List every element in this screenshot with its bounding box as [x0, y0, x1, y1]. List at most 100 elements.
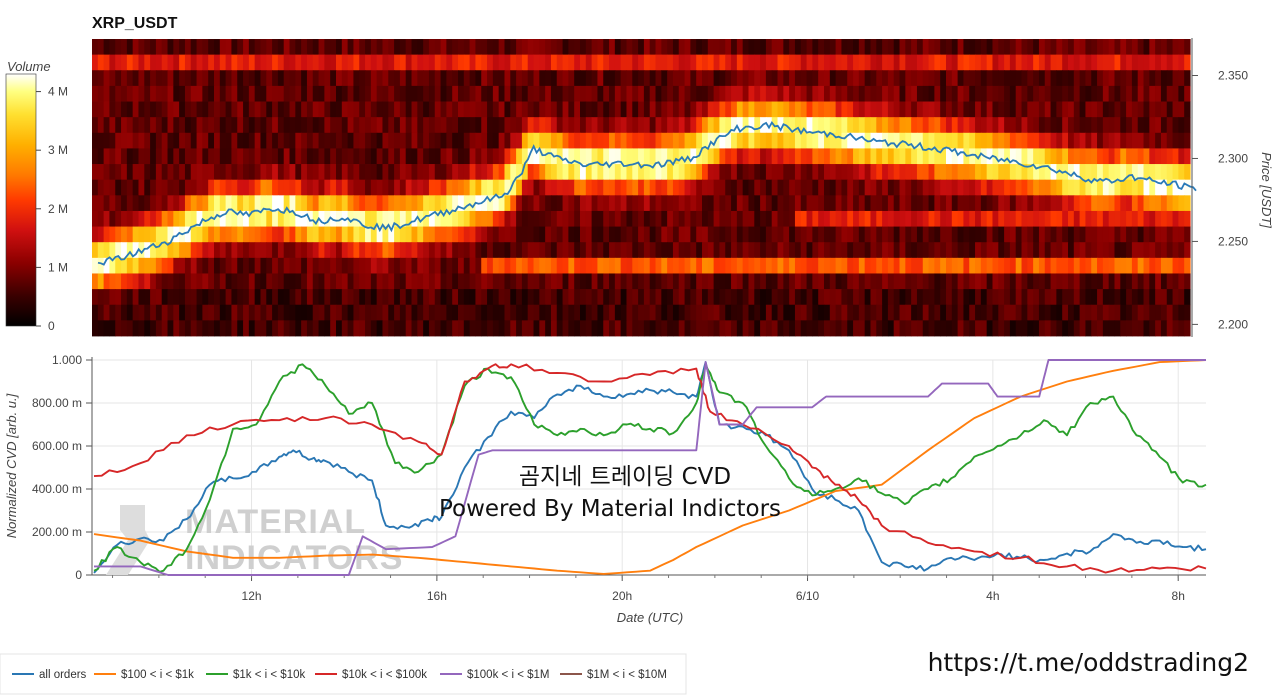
heatmap-cell: [440, 210, 447, 227]
heatmap-cell: [992, 320, 999, 337]
heatmap-cell: [655, 164, 662, 181]
heatmap-cell: [1062, 117, 1069, 134]
heatmap-cell: [800, 164, 808, 181]
heatmap-cell: [946, 304, 953, 321]
heatmap-cell: [632, 242, 639, 259]
heatmap-cell: [498, 117, 506, 134]
heatmap-cell: [434, 117, 442, 134]
heatmap-cell: [719, 117, 726, 134]
heatmap-cell: [161, 164, 169, 181]
heatmap-cell: [132, 164, 140, 181]
heatmap-cell: [237, 70, 244, 87]
heatmap-cell: [161, 210, 169, 227]
heatmap-cell: [359, 242, 366, 259]
heatmap-cell: [876, 148, 883, 165]
heatmap-cell: [632, 39, 639, 56]
heatmap-cell: [1015, 242, 1023, 259]
heatmap-cell: [1166, 273, 1174, 290]
heatmap-cell: [161, 179, 169, 196]
heatmap-cell: [248, 164, 256, 181]
heatmap-cell: [1172, 320, 1179, 337]
heatmap-cell: [690, 210, 697, 227]
heatmap-cell: [893, 289, 901, 306]
heatmap-cell: [887, 70, 895, 87]
heatmap-cell: [1009, 54, 1017, 71]
heatmap-cell: [1015, 226, 1023, 243]
heatmap-cell: [777, 39, 784, 56]
heatmap-cell: [684, 70, 691, 87]
heatmap-cell: [1038, 257, 1046, 274]
heatmap-cell: [277, 39, 285, 56]
heatmap-cell: [533, 164, 540, 181]
heatmap-cell: [487, 117, 494, 134]
heatmap-cell: [632, 164, 639, 181]
heatmap-cell: [539, 226, 546, 243]
heatmap-cell: [521, 148, 529, 165]
heatmap-cell: [934, 70, 941, 87]
heatmap-cell: [678, 195, 686, 212]
heatmap-cell: [498, 70, 506, 87]
heatmap-cell: [475, 132, 482, 149]
heatmap-cell: [643, 101, 651, 118]
heatmap-cell: [771, 85, 779, 102]
heatmap-cell: [1172, 304, 1179, 321]
heatmap-cell: [626, 132, 633, 149]
heatmap-cell: [1021, 85, 1028, 102]
heatmap-cell: [1137, 70, 1145, 87]
heatmap-cell: [1178, 70, 1185, 87]
heatmap-cell: [731, 210, 738, 227]
heatmap-cell: [620, 210, 628, 227]
heatmap-cell: [527, 39, 535, 56]
heatmap-cell: [1102, 132, 1110, 149]
heatmap-cell: [638, 210, 645, 227]
footer-link[interactable]: https://t.me/oddstrading2: [928, 648, 1249, 677]
heatmap-cell: [690, 54, 697, 71]
heatmap-cell: [1079, 226, 1087, 243]
heatmap-cell: [214, 132, 221, 149]
heatmap-cell: [446, 210, 453, 227]
heatmap-cell: [1108, 210, 1116, 227]
heatmap-cell: [550, 304, 558, 321]
heatmap-cell: [754, 132, 761, 149]
heatmap-cell: [870, 70, 877, 87]
heatmap-cell: [434, 195, 442, 212]
heatmap-cell: [318, 273, 325, 290]
heatmap-cell: [318, 70, 325, 87]
heatmap-cell: [829, 242, 837, 259]
heatmap-cell: [603, 320, 610, 337]
heatmap-cell: [376, 117, 384, 134]
heatmap-cell: [609, 164, 616, 181]
heatmap-cell: [161, 132, 169, 149]
heatmap-cell: [609, 257, 616, 274]
heatmap-cell: [736, 39, 744, 56]
heatmap-cell: [248, 289, 256, 306]
heatmap-cell: [609, 195, 616, 212]
heatmap-cell: [940, 257, 947, 274]
heatmap-cell: [469, 210, 477, 227]
heatmap-cell: [277, 273, 285, 290]
cvd-series-line: [94, 359, 1206, 576]
heatmap-cell: [1050, 117, 1057, 134]
heatmap-cell: [301, 195, 308, 212]
heatmap-cell: [1004, 132, 1011, 149]
heatmap-cell: [301, 320, 308, 337]
heatmap-cell: [370, 101, 378, 118]
heatmap-cell: [121, 132, 128, 149]
heatmap-cell: [643, 164, 651, 181]
heatmap-cell: [1062, 304, 1069, 321]
heatmap-cell: [847, 226, 854, 243]
heatmap-cell: [1149, 289, 1156, 306]
heatmap-cell: [1137, 226, 1145, 243]
heatmap-cell: [789, 289, 796, 306]
heatmap-cell: [277, 70, 285, 87]
heatmap-cell: [469, 85, 477, 102]
heatmap-cell: [1131, 179, 1139, 196]
heatmap-cell: [1056, 273, 1063, 290]
heatmap-cell: [144, 320, 151, 337]
heatmap-cell: [562, 242, 569, 259]
heatmap-cell: [103, 148, 111, 165]
heatmap-cell: [980, 304, 988, 321]
heatmap-cell: [702, 164, 709, 181]
heatmap-cell: [440, 273, 447, 290]
heatmap-cell: [667, 210, 674, 227]
